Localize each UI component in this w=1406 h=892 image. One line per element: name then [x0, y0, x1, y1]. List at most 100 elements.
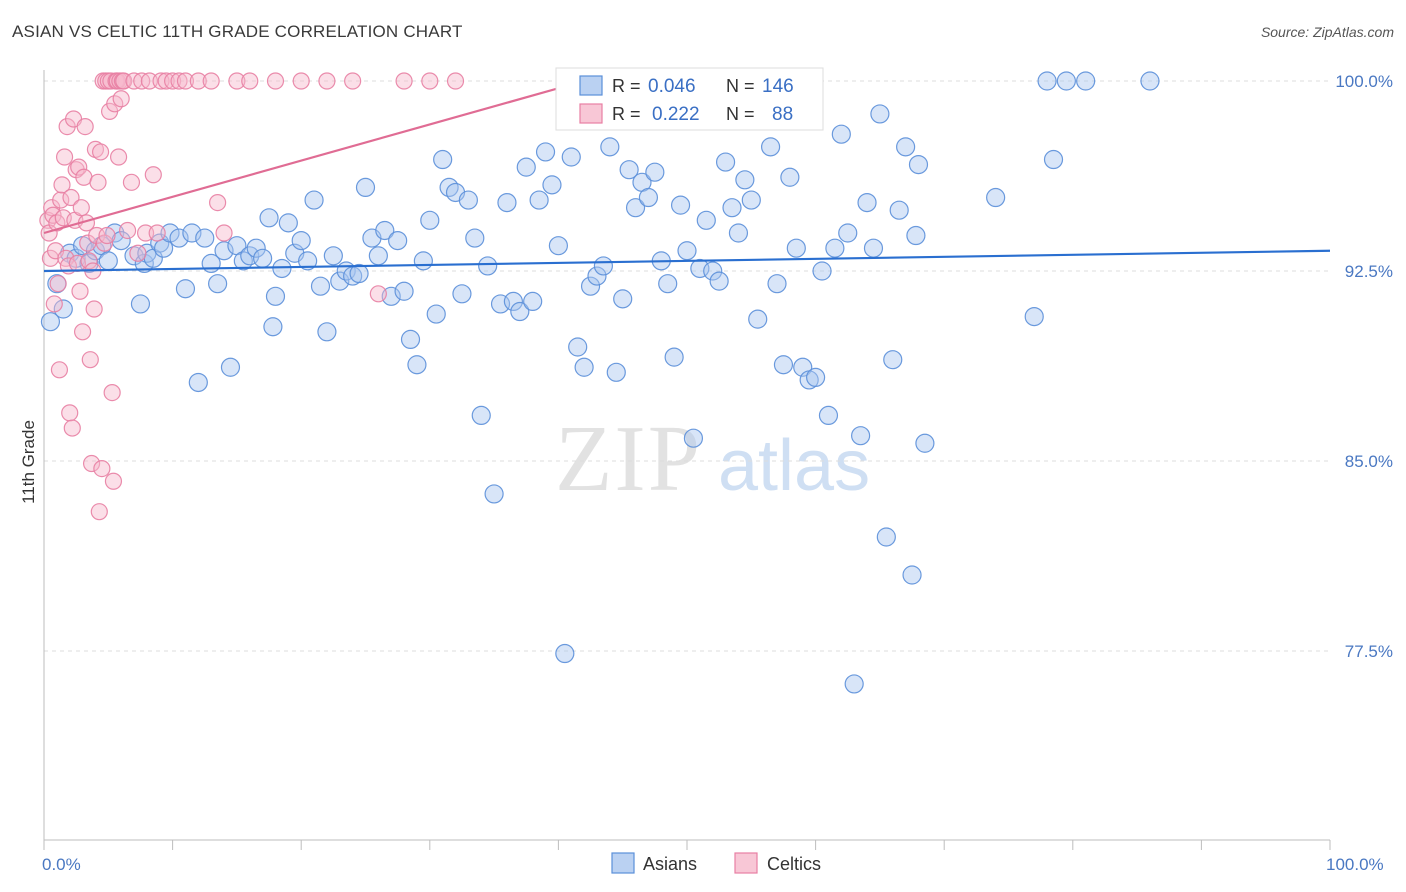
celtics-point	[62, 188, 80, 207]
axes	[43, 70, 1331, 850]
legend-stats: R = 0.046 N = 146 R = 0.222 N = 88	[555, 67, 824, 131]
celtics-point	[157, 72, 175, 90]
asians-point	[902, 565, 922, 585]
asians-point	[748, 309, 768, 329]
asians-point	[561, 147, 581, 167]
celtics-point	[81, 351, 99, 369]
celtics-point	[52, 191, 70, 209]
legend-bottom-celtics-label: Celtics	[767, 854, 821, 874]
asians-point	[368, 246, 388, 266]
celtics-point	[369, 285, 387, 303]
asians-point	[805, 367, 826, 387]
chart-title: ASIAN VS CELTIC 11TH GRADE CORRELATION C…	[12, 22, 463, 41]
legend-asians-r-value: 0.046	[648, 76, 696, 97]
asians-point	[908, 155, 929, 175]
legend-celtics-r-label: R =	[612, 104, 641, 124]
asians-point	[375, 220, 395, 241]
asians-point	[906, 225, 926, 246]
asians-point	[510, 301, 530, 322]
asians-point	[889, 200, 909, 220]
asians-point	[863, 238, 884, 258]
y-tick-label: 85.0%	[1345, 452, 1393, 471]
asians-point	[857, 193, 877, 213]
legend-celtics-r-value: 0.222	[652, 104, 700, 125]
asians-point	[703, 261, 723, 281]
celtics-point	[98, 226, 116, 245]
asians-point	[478, 256, 498, 276]
asians-point	[484, 484, 504, 504]
asians-point	[844, 674, 864, 694]
asians-point	[220, 357, 241, 377]
y-tick-label: 77.5%	[1345, 642, 1393, 661]
asians-point	[741, 190, 761, 210]
asians-point	[400, 329, 421, 349]
asians-point	[915, 433, 935, 453]
asians-point	[593, 256, 614, 276]
asians-point	[664, 347, 684, 367]
asians-point	[253, 248, 273, 268]
celtics-point	[215, 224, 233, 242]
celtics-point	[89, 173, 107, 191]
celtics-point	[446, 72, 465, 90]
asians-point	[735, 170, 755, 190]
asians-point	[53, 299, 73, 319]
asians-point	[780, 167, 800, 187]
asians-point	[645, 162, 665, 182]
asians-trend-line	[43, 249, 1331, 273]
celtics-point	[344, 72, 362, 90]
celtics-point	[73, 323, 92, 341]
asians-point	[838, 223, 858, 243]
asians-point	[1043, 149, 1064, 170]
asians-point	[259, 208, 279, 228]
legend-asians-n-value: 146	[762, 76, 794, 97]
x-tick-label-max: 100.0%	[1326, 855, 1384, 874]
asians-point	[548, 236, 569, 256]
asians-point	[160, 223, 180, 243]
asians-point	[542, 175, 562, 195]
asians-point	[349, 263, 369, 284]
asians-point	[986, 187, 1006, 208]
asians-point	[1056, 71, 1076, 91]
celtics-point	[50, 361, 69, 379]
legend-celtics-n-label: N =	[726, 104, 755, 124]
asians-point	[831, 124, 851, 144]
asians-point	[773, 355, 794, 375]
legend-bottom-celtics-swatch	[734, 852, 758, 874]
asians-point	[870, 104, 890, 124]
celtics-point	[395, 72, 413, 90]
trend-lines	[43, 79, 1331, 273]
watermark-zip: ZIP	[555, 407, 702, 511]
celtics-point	[241, 72, 259, 90]
celtics-point	[76, 117, 94, 136]
asians-point	[896, 137, 916, 157]
asians-point	[188, 372, 208, 393]
asians-point	[638, 187, 659, 208]
celtics-point	[421, 72, 439, 90]
celtics-point	[72, 199, 90, 217]
asians-point	[246, 238, 266, 258]
asians-point	[503, 291, 523, 311]
celtics-point	[90, 503, 108, 521]
asians-point	[214, 241, 234, 261]
asians-point	[1024, 307, 1044, 327]
asians-point	[523, 291, 543, 311]
x-tick-label-min: 0.0%	[42, 855, 81, 874]
asians-point	[580, 276, 601, 296]
celtics-point	[170, 72, 188, 90]
series-celtics-points	[39, 72, 465, 521]
y-tick-labels: 100.0% 92.5% 85.0% 77.5%	[1335, 72, 1393, 661]
legend-series: Asians Celtics	[611, 852, 821, 874]
celtics-point	[129, 244, 147, 262]
asians-point	[304, 190, 324, 210]
celtics-point	[292, 72, 310, 90]
asians-point	[793, 357, 813, 377]
asians-point	[130, 294, 151, 314]
asians-point	[555, 643, 575, 664]
asians-point	[40, 312, 61, 332]
legend-celtics-swatch	[579, 103, 603, 124]
asians-point	[722, 198, 742, 218]
asians-point	[683, 428, 704, 448]
asians-point	[471, 405, 491, 425]
asians-point	[208, 274, 228, 294]
asians-point	[786, 238, 806, 258]
